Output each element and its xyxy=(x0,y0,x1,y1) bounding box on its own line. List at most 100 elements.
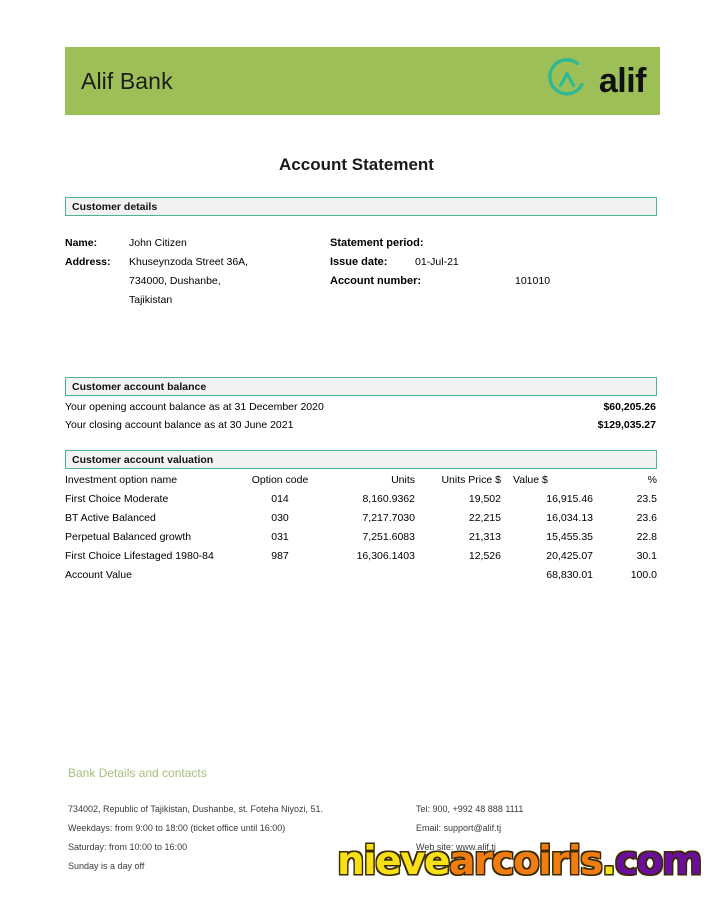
column-header-percent: % xyxy=(647,474,657,486)
watermark-part-1: nieve xyxy=(337,839,450,884)
footer-line: Web site: www.alif.tj xyxy=(416,842,496,852)
account-balance-block: Your opening account balance as at 31 De… xyxy=(65,398,657,434)
table-row: BT Active Balanced 030 7,217.7030 22,215 16,… xyxy=(65,509,657,528)
account-number-row: Account number: 101010 xyxy=(330,272,657,291)
customer-address-line-3: Tajikistan xyxy=(129,294,173,306)
cell-pct: 22.8 xyxy=(636,531,657,543)
valuation-table: Investment option name Option code Units… xyxy=(65,471,657,585)
cell-price: 19,502 xyxy=(468,493,501,505)
footer-line: Sunday is a day off xyxy=(68,861,145,871)
footer-line: 734002, Republic of Tajikistan, Dushanbe… xyxy=(68,804,323,814)
table-row: Perpetual Balanced growth 031 7,251.6083 21… xyxy=(65,528,657,547)
cell-code: 031 xyxy=(271,531,289,543)
account-number-label: Account number: xyxy=(330,275,422,287)
footer-line: Saturday: from 10:00 to 16:00 xyxy=(68,842,188,852)
section-header-account-valuation: Customer account valuation xyxy=(65,450,657,469)
alif-circle-chevron-icon xyxy=(544,56,590,107)
page-title: Account Statement xyxy=(279,155,434,174)
cell-units: 7,251.6083 xyxy=(362,531,415,543)
cell-name: First Choice Moderate xyxy=(65,493,169,505)
customer-address-row-3: Tajikistan xyxy=(65,291,330,310)
customer-address-line-2: 734000, Dushanbe, xyxy=(129,275,221,287)
closing-balance-label: Your closing account balance as at 30 Ju… xyxy=(65,419,294,431)
cell-pct: 100.0 xyxy=(630,569,657,581)
cell-price: 22,215 xyxy=(468,512,501,524)
customer-details-block: Name: John Citizen Address: Khuseynzoda … xyxy=(65,234,657,310)
statement-period-label: Statement period: xyxy=(330,237,424,249)
opening-balance-amount: $60,205.26 xyxy=(603,401,656,413)
footer-line: Tel: 900, +992 48 888 1111 xyxy=(416,804,524,814)
cell-code: 014 xyxy=(271,493,289,505)
cell-code: 030 xyxy=(271,512,289,524)
cell-value: 15,455.35 xyxy=(546,531,593,543)
customer-address-line-1: Khuseynzoda Street 36A, xyxy=(129,256,249,268)
brand-header-band: Alif Bank alif xyxy=(65,47,660,115)
cell-value: 16,915.46 xyxy=(546,493,593,505)
customer-name-label: Name: xyxy=(65,237,98,249)
valuation-table-header-row: Investment option name Option code Units… xyxy=(65,471,657,490)
section-header-account-balance-label: Customer account balance xyxy=(72,380,207,393)
cell-value: 20,425.07 xyxy=(546,550,593,562)
cell-pct: 23.5 xyxy=(636,493,657,505)
footer-contact-column: Tel: 900, +992 48 888 1111 Email: support… xyxy=(416,800,660,876)
valuation-table-body: First Choice Moderate 014 8,160.9362 19,502… xyxy=(65,490,657,585)
section-header-account-balance: Customer account balance xyxy=(65,377,657,396)
issue-date-row: Issue date: 01-Jul-21 xyxy=(330,253,657,272)
cell-name: Perpetual Balanced growth xyxy=(65,531,192,543)
cell-units: 7,217.7030 xyxy=(362,512,415,524)
customer-address-label: Address: xyxy=(65,256,111,268)
cell-code: 987 xyxy=(271,550,289,562)
alif-logo: alif xyxy=(544,56,647,107)
cell-units: 8,160.9362 xyxy=(362,493,415,505)
opening-balance-label: Your opening account balance as at 31 De… xyxy=(65,401,324,413)
customer-details-right-column: Statement period: Issue date: 01-Jul-21 … xyxy=(330,234,657,310)
customer-name-value: John Citizen xyxy=(129,237,187,249)
watermark-part-3: . xyxy=(601,839,617,884)
footer-line: Weekdays: from 9:00 to 18:00 (ticket off… xyxy=(68,823,286,833)
issue-date-label: Issue date: xyxy=(330,256,388,268)
alif-wordmark: alif xyxy=(598,62,647,100)
footer-line: Email: support@alif.tj xyxy=(416,823,502,833)
footer-address-column: 734002, Republic of Tajikistan, Dushanbe… xyxy=(68,800,416,876)
table-row: Account Value 68,830.01 100.0 xyxy=(65,566,657,585)
cell-name: BT Active Balanced xyxy=(65,512,156,524)
cell-value: 16,034.13 xyxy=(546,512,593,524)
opening-balance-row: Your opening account balance as at 31 De… xyxy=(65,398,657,416)
cell-units: 16,306.1403 xyxy=(356,550,415,562)
closing-balance-amount: $129,035.27 xyxy=(597,419,656,431)
cell-value: 68,830.01 xyxy=(546,569,593,581)
cell-pct: 23.6 xyxy=(636,512,657,524)
cell-pct: 30.1 xyxy=(636,550,657,562)
footer-contacts: 734002, Republic of Tajikistan, Dushanbe… xyxy=(68,800,660,876)
cell-name: First Choice Lifestaged 1980-84 xyxy=(65,550,214,562)
cell-price: 12,526 xyxy=(468,550,501,562)
bank-name: Alif Bank xyxy=(81,67,173,94)
account-number-value: 101010 xyxy=(515,275,551,287)
issue-date-value: 01-Jul-21 xyxy=(415,256,459,268)
section-header-customer-details: Customer details xyxy=(65,197,657,216)
customer-address-row: Address: Khuseynzoda Street 36A, xyxy=(65,253,330,272)
column-header-units: Units xyxy=(391,474,415,486)
watermark-part-4: com xyxy=(614,839,703,884)
customer-address-row-2: 734000, Dushanbe, xyxy=(65,272,330,291)
table-row: First Choice Moderate 014 8,160.9362 19,502… xyxy=(65,490,657,509)
table-row: First Choice Lifestaged 1980-84 987 16,306… xyxy=(65,547,657,566)
cell-price: 21,313 xyxy=(468,531,501,543)
customer-details-left-column: Name: John Citizen Address: Khuseynzoda … xyxy=(65,234,330,310)
watermark-part-2: arcoiris xyxy=(448,839,603,884)
customer-name-row: Name: John Citizen xyxy=(65,234,330,253)
cell-code xyxy=(241,566,319,585)
customer-address-spacer xyxy=(65,272,129,291)
column-header-investment-option-name: Investment option name xyxy=(65,474,178,486)
customer-address-spacer-2 xyxy=(65,291,129,310)
watermark: nievearcoiris.com xyxy=(337,839,703,884)
statement-period-row: Statement period: xyxy=(330,234,657,253)
cell-name: Account Value xyxy=(65,569,132,581)
footer-title: Bank Details and contacts xyxy=(68,766,207,780)
closing-balance-row: Your closing account balance as at 30 Ju… xyxy=(65,416,657,434)
column-header-value: Value $ xyxy=(513,474,548,486)
cell-units xyxy=(319,566,415,585)
section-header-customer-details-label: Customer details xyxy=(72,200,158,213)
column-header-option-code: Option code xyxy=(251,474,309,486)
